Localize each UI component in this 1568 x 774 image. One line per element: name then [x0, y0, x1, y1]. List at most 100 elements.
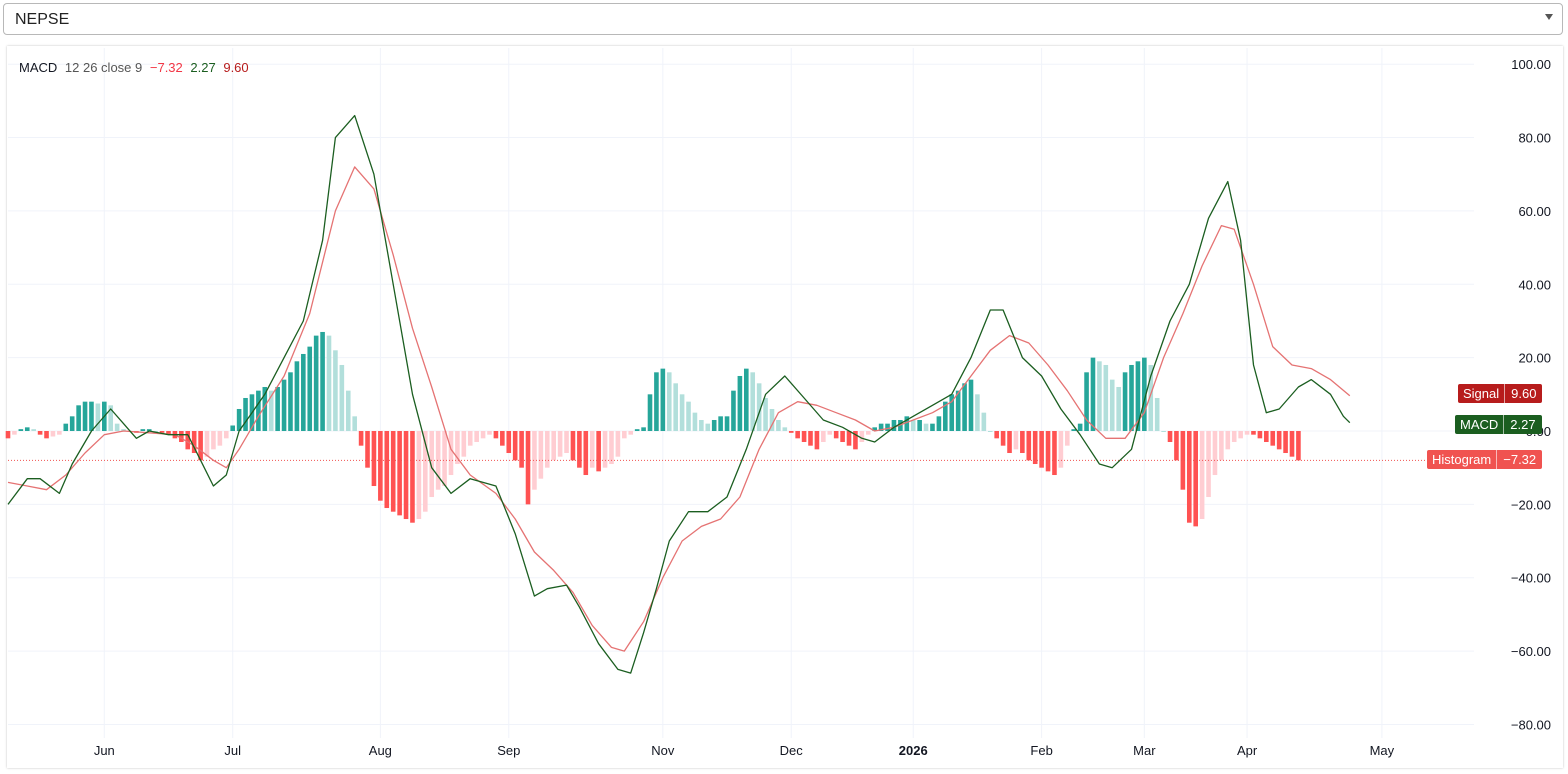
histogram-bar [930, 423, 935, 431]
histogram-bar [191, 431, 197, 454]
histogram-bar [416, 431, 422, 520]
histogram-bar [615, 431, 621, 457]
histogram-bar [1020, 431, 1025, 454]
histogram-bar [281, 379, 287, 431]
histogram-bar [114, 423, 120, 431]
histogram-bar [750, 372, 756, 431]
histogram-bar [1289, 431, 1295, 457]
histogram-bar [461, 431, 467, 457]
histogram-bar [82, 401, 88, 431]
histogram-bar [968, 379, 974, 431]
histogram-bar [230, 425, 235, 431]
histogram-bar [345, 390, 351, 431]
histogram-bar [217, 431, 223, 446]
histogram-bar [1174, 431, 1179, 461]
histogram-bar [397, 431, 402, 516]
histogram-bar [506, 431, 512, 454]
y-tick-label: 60.00 [1518, 204, 1551, 219]
histogram-bar [846, 431, 852, 446]
histogram-bar [1251, 431, 1256, 435]
histogram-bar [795, 431, 800, 439]
x-tick-label: Jun [94, 743, 115, 758]
histogram-bar [1276, 431, 1282, 450]
histogram-bar [1244, 431, 1250, 435]
histogram-bar [994, 431, 999, 439]
histogram-bar [480, 431, 486, 439]
histogram-bar [923, 423, 929, 431]
histogram-bar [63, 423, 69, 431]
histogram-bar [44, 431, 49, 439]
histogram-bar [1071, 429, 1077, 431]
histogram-bar [384, 431, 390, 509]
histogram-bar [31, 429, 36, 431]
histogram-bar [827, 431, 833, 435]
histogram-bar [512, 431, 518, 461]
signal-tag-label: Signal [1463, 386, 1500, 402]
histogram-bar [833, 431, 839, 439]
histogram-bar [153, 431, 158, 432]
histogram-bar [378, 431, 383, 501]
histogram-bar [108, 405, 114, 431]
histogram-bar [731, 390, 736, 431]
legend-histogram-value: −7.32 [149, 60, 183, 75]
histogram-bar [493, 431, 499, 439]
histogram-bar [1225, 431, 1231, 450]
histogram-bar [262, 386, 268, 431]
histogram-bar [577, 431, 582, 468]
histogram-bar [50, 431, 56, 437]
symbol-selector[interactable]: NEPSE [3, 3, 1563, 35]
histogram-bar [769, 408, 775, 431]
x-tick-label: Dec [780, 743, 804, 758]
histogram-bar [699, 419, 704, 431]
histogram-bar [1186, 431, 1192, 523]
histogram-bar [403, 431, 409, 520]
histogram-bar [1148, 364, 1154, 431]
histogram-bar [185, 431, 191, 450]
histogram-bar [859, 431, 865, 443]
histogram-bar [5, 431, 11, 439]
histogram-bar [1077, 423, 1083, 431]
y-axis: 100.0080.0060.0040.0020.000.00−20.00−40.… [1511, 57, 1551, 732]
histogram-bar [1045, 431, 1051, 472]
histogram-bar [744, 368, 749, 431]
legend-signal-value: 9.60 [223, 60, 249, 75]
histogram-bar [1264, 431, 1269, 443]
histogram-bar [551, 431, 556, 461]
histogram-bar [673, 383, 678, 431]
histogram-bar [904, 416, 910, 431]
x-tick-label: Feb [1030, 743, 1052, 758]
histogram-bar [724, 416, 730, 431]
histogram-bar [878, 423, 884, 431]
histogram-bar [95, 403, 101, 431]
histogram-bar [326, 335, 332, 431]
histogram-bar [1231, 431, 1237, 443]
histogram-bar [1142, 357, 1147, 431]
symbol-selector-value: NEPSE [15, 11, 70, 28]
histogram-bar [1154, 397, 1160, 431]
histogram-bar [1032, 431, 1038, 465]
histogram-bar [1212, 431, 1218, 476]
histogram-price-tag: Histogram −7.32 [1427, 450, 1543, 470]
histogram-bar [146, 429, 152, 431]
histogram-bar [442, 431, 447, 487]
histogram-bar [1007, 431, 1012, 454]
histogram-bar [500, 431, 505, 446]
histogram-bar [1296, 431, 1301, 461]
histogram-bar [564, 431, 569, 454]
histogram-bar [1180, 431, 1186, 490]
histogram-bar [390, 431, 396, 512]
histogram-bar [1090, 357, 1096, 431]
histogram-bar [660, 368, 666, 431]
histogram-bar [654, 372, 659, 431]
y-tick-label: 40.00 [1518, 277, 1551, 292]
histogram-bar [686, 401, 691, 431]
histogram-bar [801, 431, 807, 443]
histogram-bar [121, 429, 126, 431]
histogram-bar [365, 431, 370, 468]
histogram-bar [936, 416, 942, 431]
histogram-bar [776, 419, 781, 431]
histogram-bar [179, 431, 184, 443]
histogram-bar [1052, 431, 1057, 476]
indicator-legend[interactable]: MACD 12 26 close 9 −7.32 2.27 9.60 [19, 60, 253, 75]
